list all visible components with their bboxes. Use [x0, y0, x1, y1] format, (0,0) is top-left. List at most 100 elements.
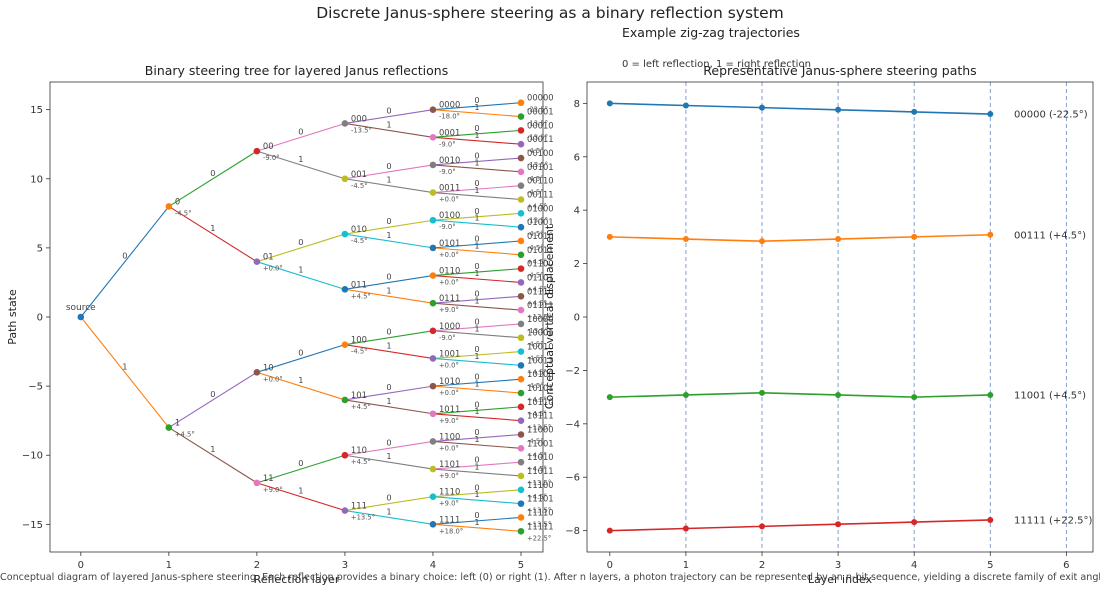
node-bits-label: 10101	[527, 383, 554, 393]
series-point	[682, 391, 689, 398]
node-bits-label: 11101	[527, 494, 554, 504]
tree-node	[517, 389, 525, 397]
node-bits-label: 01001	[527, 217, 554, 227]
node-bits-label: 00	[263, 141, 274, 151]
node-angle-label: +22.5°	[527, 534, 551, 542]
tree-edge	[432, 489, 522, 498]
edge-bit-label: 0	[474, 455, 479, 465]
tree-edge	[344, 233, 434, 249]
tree-node	[341, 507, 349, 514]
series-point	[987, 516, 994, 523]
y-tick-label: 0	[37, 313, 43, 324]
series-point	[911, 108, 918, 115]
node-bits-label: 11110	[527, 507, 554, 517]
tree-node	[517, 251, 525, 259]
tree-node	[517, 527, 525, 535]
tree-node	[517, 292, 525, 300]
tree-node	[517, 168, 525, 176]
encoding-note: 0 = left reflection, 1 = right reflectio…	[622, 59, 811, 70]
edge-bit-label: 0	[474, 206, 479, 216]
series-point	[759, 523, 766, 530]
tree-node	[517, 210, 525, 217]
series-line	[609, 392, 991, 398]
tree-edge	[256, 344, 346, 373]
tree-node	[341, 286, 349, 293]
tree-edge	[432, 274, 522, 283]
node-bits-label: 01010	[527, 231, 554, 241]
edge-bit-label: 0	[474, 95, 479, 105]
node-angle-label: +13.5°	[527, 507, 551, 515]
tree-edge	[256, 122, 346, 152]
tree-edge	[256, 261, 346, 290]
edge-bit-label: 1	[474, 406, 479, 416]
node-angle-label: +9.0°	[439, 417, 459, 425]
tree-edge	[256, 454, 346, 484]
tree-node	[429, 410, 437, 418]
edge-bit-label: 0	[298, 237, 303, 247]
series-line	[609, 102, 991, 115]
edge-bit-label: 1	[122, 361, 127, 371]
tree-node	[517, 362, 525, 369]
series-label: 11001 (+4.5°)	[1014, 390, 1086, 401]
node-bits-label: 01111	[527, 300, 554, 310]
y-tick-label: −2	[565, 366, 580, 377]
edge-bit-label: 0	[386, 493, 391, 503]
node-angle-label: +4.5°	[175, 431, 195, 439]
node-angle-label: -4.5°	[527, 175, 544, 183]
edge-bit-label: 1	[474, 185, 479, 195]
node-angle-label: +4.5°	[527, 396, 547, 404]
node-angle-label: +4.5°	[527, 410, 547, 418]
node-angle-label: -18.0°	[439, 113, 460, 121]
node-angle-label: -9.0°	[439, 140, 456, 148]
tree-edge	[432, 468, 522, 477]
tree-node	[517, 417, 525, 424]
tree-edge	[256, 371, 346, 401]
series-point	[606, 394, 613, 401]
edge-bit-label: 0	[386, 437, 391, 447]
node-bits-label: 10	[263, 362, 274, 372]
node-angle-label: +0.0°	[263, 375, 283, 383]
tree-node	[517, 127, 525, 134]
tree-edge	[432, 385, 522, 394]
tree-edge	[432, 302, 522, 311]
tree-edge	[432, 219, 522, 228]
node-angle-label: -4.5°	[527, 189, 544, 197]
node-bits-label: 1001	[439, 348, 460, 358]
tree-edge	[344, 219, 434, 235]
node-angle-label: -13.5°	[527, 216, 548, 224]
edge-bit-label: 1	[474, 268, 479, 278]
tree-node	[341, 120, 349, 127]
tree-node	[429, 216, 437, 224]
series-point	[759, 238, 766, 245]
node-angle-label: +9.0°	[439, 472, 459, 480]
y-tick-label: −15	[22, 520, 43, 531]
tree-node	[341, 396, 349, 404]
y-tick-label: 10	[30, 174, 43, 185]
tree-node	[341, 341, 349, 348]
node-bits-label: 10110	[527, 397, 554, 407]
tree-edge	[344, 164, 434, 180]
node-angle-label: +4.5°	[351, 292, 371, 300]
series-point	[911, 519, 918, 526]
node-angle-label: +4.5°	[527, 493, 547, 501]
node-angle-label: -4.5°	[351, 237, 368, 245]
tree-edge	[432, 129, 522, 138]
node-bits-label: 0	[175, 196, 180, 206]
tree-node	[429, 382, 437, 390]
tree-edge	[344, 330, 434, 346]
node-bits-label: 0101	[439, 238, 460, 248]
node-angle-label: +4.5°	[527, 368, 547, 376]
x-tick-label: 3	[342, 560, 348, 571]
tree-node	[341, 230, 349, 238]
tree-node	[517, 196, 525, 203]
edge-bit-label: 1	[386, 230, 391, 240]
tree-edge	[432, 102, 522, 111]
node-bits-label: 0011	[439, 183, 460, 193]
axes-title: Binary steering tree for layered Janus r…	[145, 63, 448, 78]
tree-node	[429, 299, 437, 307]
x-tick-label: 4	[430, 560, 436, 571]
node-angle-label: -13.5°	[527, 133, 548, 141]
tree-node	[517, 334, 525, 342]
tree-edge	[432, 351, 522, 360]
